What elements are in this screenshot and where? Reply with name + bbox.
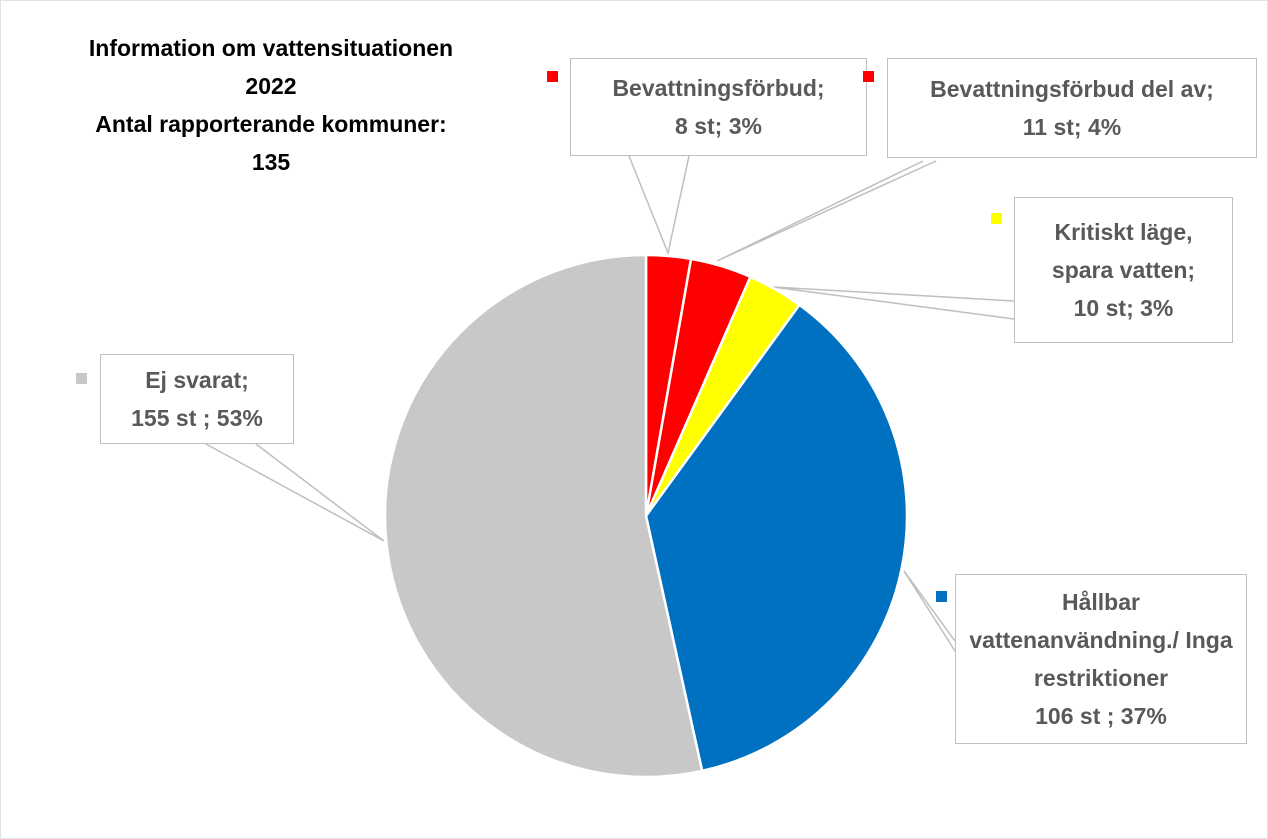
legend-swatch: [863, 71, 874, 82]
title-line: Antal rapporterande kommuner:: [95, 111, 447, 137]
pie-slice: [644, 303, 909, 773]
category-label: Bevattningsförbud del av;: [930, 76, 1214, 102]
value-label: 106 st ; 37%: [1035, 703, 1167, 729]
chart-title: Information om vattensituationen 2022 Anta…: [21, 29, 521, 181]
leader-line: [628, 155, 690, 256]
data-label: Bevattningsförbud; 8 st; 3%: [570, 58, 867, 156]
title-line: Information om vattensituationen: [88, 35, 454, 61]
category-label: Hållbar vattenanvändning./ Inga restrikt…: [969, 589, 1233, 691]
legend-swatch: [76, 373, 87, 384]
legend-swatch: [991, 213, 1002, 224]
value-label: 10 st; 3%: [1073, 295, 1174, 321]
pie-slice: [383, 253, 704, 779]
data-label: Kritiskt läge, spara vatten; 10 st; 3%: [1014, 197, 1233, 343]
leader-line: [903, 570, 956, 652]
title-line: 135: [251, 149, 291, 175]
data-label: Hållbar vattenanvändning./ Inga restrikt…: [955, 574, 1247, 744]
category-label: Kritiskt läge, spara vatten;: [1051, 219, 1196, 283]
leader-line: [205, 443, 385, 542]
leader-line: [716, 160, 937, 262]
category-label: Bevattningsförbud;: [612, 75, 825, 101]
category-label: Ej svarat;: [145, 367, 249, 393]
value-label: 155 st ; 53%: [131, 405, 263, 431]
value-label: 8 st; 3%: [675, 113, 762, 139]
title-line: 2022: [245, 73, 297, 99]
value-label: 11 st; 4%: [1022, 114, 1122, 140]
legend-swatch: [547, 71, 558, 82]
data-label: Ej svarat; 155 st ; 53%: [100, 354, 294, 444]
legend-swatch: [936, 591, 947, 602]
data-label: Bevattningsförbud del av; 11 st; 4%: [887, 58, 1257, 158]
